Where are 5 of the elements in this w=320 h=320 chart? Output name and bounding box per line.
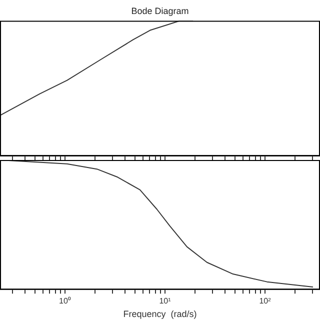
- x-axis-title: Frequency (rad/s): [123, 309, 197, 320]
- chart-title: Bode Diagram: [131, 6, 189, 16]
- x-tick-label: 10²: [259, 296, 272, 306]
- x-tick-label: 10¹: [159, 296, 172, 306]
- x-tick-label: 10⁰: [59, 296, 71, 306]
